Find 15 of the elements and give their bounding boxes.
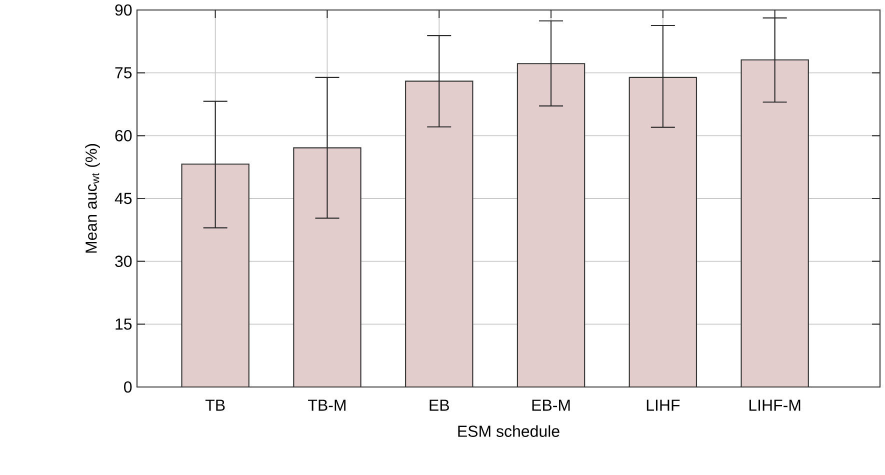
x-axis-title: ESM schedule [458, 425, 560, 437]
y-tick-label: 60 [115, 130, 132, 142]
y-tick-label: 90 [115, 4, 132, 16]
y-tick-label: 45 [114, 192, 132, 204]
y-axis-title: Mean auc$_{wt}$ (%) [85, 144, 100, 253]
x-tick-label: TB [205, 400, 225, 411]
x-tick-label: TB-M [308, 400, 346, 411]
x-tick-label: EB-M [532, 400, 570, 411]
y-tick-label: 0 [124, 381, 132, 393]
x-tick-label: LIHF-M [749, 400, 800, 411]
y-tick-label: 30 [115, 256, 132, 267]
y-tick-label: 15 [116, 318, 132, 330]
x-tick-label: LIHF [646, 400, 680, 411]
y-tick-label: 75 [115, 67, 132, 78]
x-tick-label: EB [430, 400, 449, 411]
